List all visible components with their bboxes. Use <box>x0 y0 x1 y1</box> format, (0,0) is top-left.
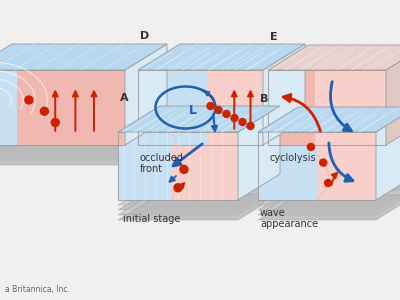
Text: E: E <box>270 32 278 42</box>
Text: front: front <box>140 164 163 174</box>
Text: A: A <box>120 93 129 103</box>
Polygon shape <box>118 106 280 132</box>
Circle shape <box>174 184 182 192</box>
Polygon shape <box>258 185 400 210</box>
Circle shape <box>180 165 188 173</box>
Text: appearance: appearance <box>260 219 318 229</box>
Polygon shape <box>268 135 400 160</box>
Circle shape <box>320 159 327 166</box>
Polygon shape <box>258 180 400 205</box>
Polygon shape <box>258 190 400 215</box>
Polygon shape <box>172 132 238 200</box>
Polygon shape <box>258 107 400 132</box>
Polygon shape <box>138 70 207 145</box>
Polygon shape <box>376 107 400 200</box>
Polygon shape <box>138 134 305 160</box>
Polygon shape <box>118 132 172 200</box>
Circle shape <box>25 96 33 104</box>
Circle shape <box>207 103 214 110</box>
Polygon shape <box>268 130 400 155</box>
Polygon shape <box>207 70 263 145</box>
Polygon shape <box>125 44 167 145</box>
Polygon shape <box>16 70 125 145</box>
Polygon shape <box>118 189 280 215</box>
Polygon shape <box>0 124 167 150</box>
Circle shape <box>215 106 222 113</box>
Polygon shape <box>0 134 167 160</box>
Text: wave: wave <box>260 208 286 218</box>
Polygon shape <box>263 44 305 145</box>
Circle shape <box>307 143 314 151</box>
Polygon shape <box>0 129 167 155</box>
Polygon shape <box>268 45 400 70</box>
Text: a Britannica, Inc.: a Britannica, Inc. <box>5 285 70 294</box>
Text: D: D <box>140 31 149 41</box>
Polygon shape <box>238 106 280 200</box>
Text: B: B <box>260 94 268 104</box>
Polygon shape <box>138 124 305 150</box>
Polygon shape <box>386 45 400 145</box>
Circle shape <box>239 118 246 125</box>
Polygon shape <box>268 140 400 165</box>
Polygon shape <box>258 132 317 200</box>
Polygon shape <box>258 195 400 220</box>
Polygon shape <box>0 139 167 165</box>
Polygon shape <box>118 179 280 205</box>
Polygon shape <box>0 44 167 70</box>
Circle shape <box>247 122 254 130</box>
Circle shape <box>324 179 332 187</box>
Text: occluded: occluded <box>140 153 184 163</box>
Circle shape <box>231 115 238 122</box>
Circle shape <box>51 118 59 127</box>
Polygon shape <box>0 70 16 145</box>
Polygon shape <box>317 132 376 200</box>
Text: cyclolysis: cyclolysis <box>270 153 317 163</box>
Polygon shape <box>138 139 305 165</box>
Polygon shape <box>138 44 305 70</box>
Polygon shape <box>118 184 280 210</box>
Polygon shape <box>268 70 315 145</box>
Polygon shape <box>118 194 280 220</box>
Polygon shape <box>315 70 386 145</box>
Circle shape <box>40 107 48 115</box>
Polygon shape <box>138 129 305 155</box>
Text: initial stage: initial stage <box>123 214 180 224</box>
Text: L: L <box>188 104 196 118</box>
Circle shape <box>223 110 230 118</box>
Polygon shape <box>268 125 400 150</box>
